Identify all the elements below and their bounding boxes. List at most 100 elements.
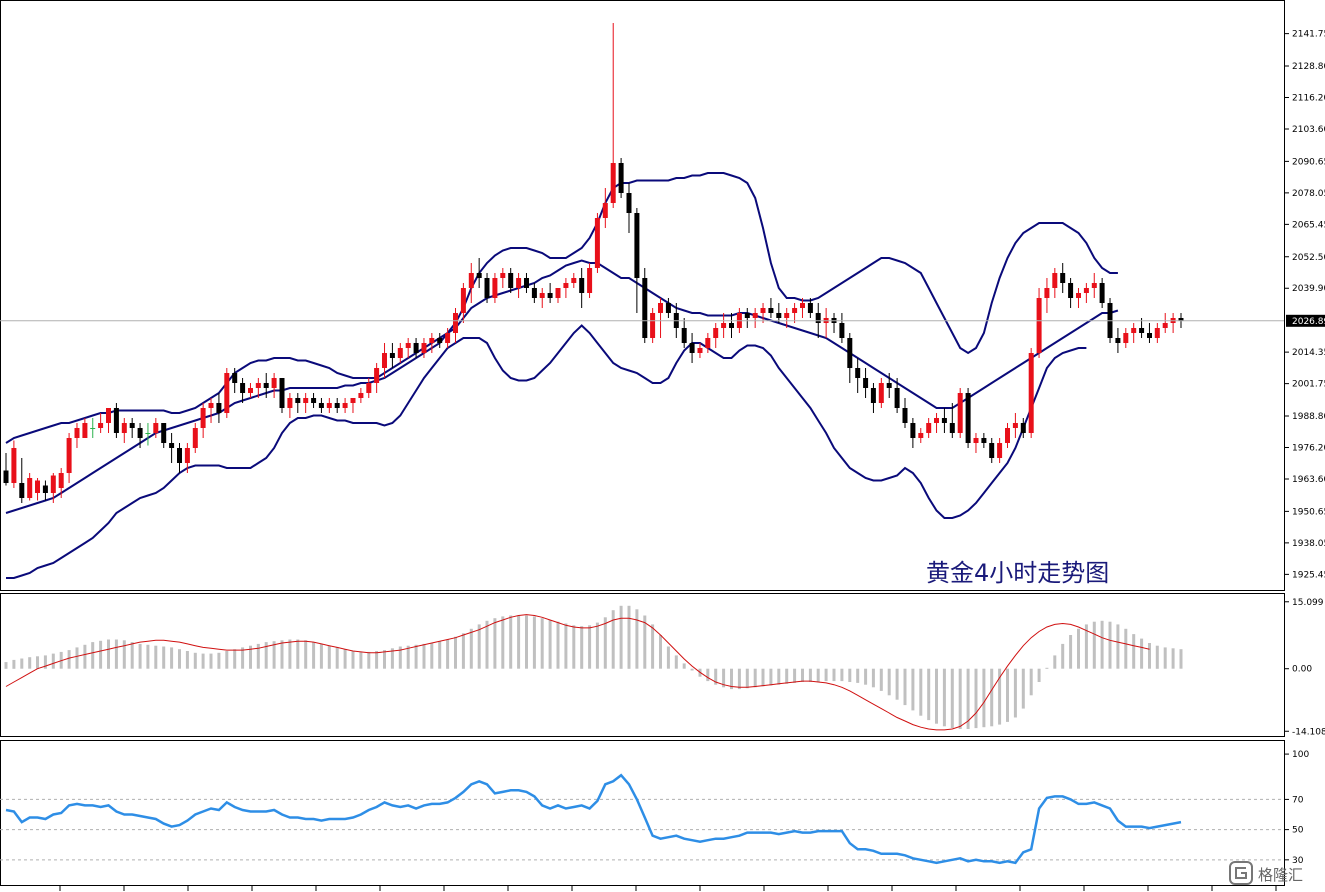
macd-bar (1006, 668, 1009, 722)
candle-body (729, 323, 734, 328)
candle (886, 373, 892, 398)
macd-bar (643, 615, 647, 669)
price-axis-label: 2103.60 (1292, 125, 1325, 135)
candle (531, 283, 537, 303)
macd-axis-label: 15.099 (1292, 598, 1324, 608)
candle (594, 213, 600, 273)
macd-bar (753, 668, 757, 688)
candle (579, 268, 585, 308)
candle (1028, 348, 1034, 438)
price-axis-label: 1963.60 (1292, 475, 1325, 485)
macd-bar (682, 663, 686, 669)
candle (776, 303, 782, 323)
candle-body (658, 303, 663, 313)
candle-body (1091, 283, 1097, 288)
macd-bar (745, 668, 749, 689)
candle-body (1147, 333, 1152, 338)
candle (665, 298, 671, 318)
macd-bar (588, 625, 592, 669)
macd-bar (130, 642, 134, 669)
candle (366, 378, 372, 398)
candle (42, 480, 48, 501)
macd-bar (674, 655, 678, 669)
candle (74, 423, 80, 448)
candle-body (389, 353, 395, 358)
macd-signal-line (5, 614, 1150, 731)
macd-bar (461, 633, 465, 669)
candle-body (587, 268, 593, 293)
candle (500, 268, 506, 288)
candle-body (453, 313, 458, 333)
candle-body (918, 433, 924, 438)
candle-body (27, 478, 33, 498)
candle-body (1154, 328, 1160, 338)
candle (1012, 413, 1018, 438)
macd-bar (808, 668, 812, 682)
macd-bar (185, 651, 189, 669)
candle-body (807, 303, 813, 313)
candle (200, 403, 206, 438)
candle (800, 298, 805, 318)
price-axis-label: 1976.20 (1292, 444, 1325, 454)
macd-bar (114, 639, 118, 669)
candle (863, 368, 869, 398)
macd-bar (840, 668, 844, 682)
candle (240, 378, 246, 403)
macd-bar (714, 668, 718, 685)
candle (1036, 288, 1042, 358)
candle-body (74, 428, 80, 438)
candle-body (19, 483, 25, 498)
price-axis-label: 2141.75 (1292, 30, 1325, 40)
candle (508, 268, 514, 293)
macd-bar (209, 653, 213, 669)
candle-body (216, 403, 222, 413)
candle (192, 423, 198, 453)
macd-bar (564, 623, 568, 669)
candle (177, 443, 182, 473)
candle-body (90, 428, 96, 429)
macd-bar (801, 668, 804, 682)
candle (768, 298, 774, 318)
candle-body (681, 328, 687, 343)
candle-body (941, 418, 947, 423)
macd-bar (1092, 621, 1096, 669)
macd-bar (406, 645, 410, 669)
macd-bar (690, 668, 694, 671)
macd-bar (1163, 647, 1167, 669)
candle (752, 308, 758, 328)
candle (563, 278, 569, 298)
macd-bar (659, 635, 662, 669)
candle-body (602, 203, 608, 218)
candle-body (902, 408, 908, 423)
macd-bar (454, 636, 457, 669)
candle (350, 398, 356, 413)
candle-body (169, 443, 175, 448)
macd-bar (264, 642, 268, 669)
candle-body (232, 373, 238, 383)
macd-bar (911, 668, 915, 711)
candle-body (721, 323, 727, 328)
candle (374, 363, 380, 393)
macd-bar (619, 605, 623, 669)
candle (326, 398, 332, 413)
candle-body (248, 388, 253, 393)
rsi-panel (0, 740, 1285, 886)
candle-body (886, 383, 892, 388)
candle (547, 283, 553, 303)
macd-bar (430, 643, 434, 669)
candle (807, 298, 813, 318)
candle-body (1139, 328, 1145, 333)
candle (744, 308, 750, 328)
candle (405, 338, 411, 358)
macd-bar (785, 668, 789, 684)
macd-bar (280, 640, 284, 669)
price-axis-label: 2014.35 (1292, 348, 1325, 358)
macd-bar (367, 651, 371, 669)
macd-bar (241, 647, 245, 669)
candle-body (926, 423, 932, 433)
candle (894, 378, 900, 413)
rsi-axis-label: 30 (1292, 856, 1304, 866)
candle-body (1052, 273, 1058, 288)
price-axis-label: 1950.65 (1292, 507, 1325, 517)
price-axis-label: 1938.05 (1292, 539, 1325, 549)
